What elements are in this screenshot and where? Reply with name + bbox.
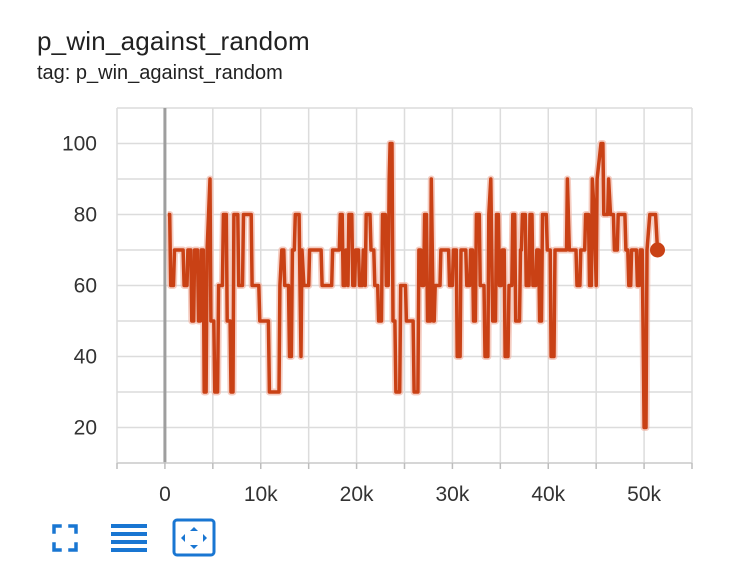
x-tick-label: 30k [435, 483, 469, 506]
chart-title: p_win_against_random [37, 26, 310, 56]
fit-domain-button[interactable] [172, 518, 216, 558]
series-line [167, 141, 660, 430]
series-group [166, 140, 665, 431]
x-tick-label: 50k [627, 483, 661, 506]
fit-domain-icon [172, 518, 216, 557]
x-tick-label: 10k [244, 483, 278, 506]
toggle-y-log-button[interactable] [106, 518, 150, 558]
x-tick-label: 20k [340, 483, 374, 506]
last-value-marker[interactable] [650, 242, 665, 258]
toggle-y-log-icon [111, 524, 147, 552]
y-tick-label: 60 [74, 275, 97, 298]
y-tick-label: 20 [74, 417, 97, 440]
line-chart[interactable]: 20 40 60 80 100 0 10k 20k 30k 40k 50k [0, 0, 746, 515]
y-tick-label: 100 [62, 133, 97, 156]
axis-ticks [116, 463, 693, 469]
axis-labels: 20 40 60 80 100 0 10k 20k 30k 40k 50k [62, 133, 662, 507]
chart-tag: tag: p_win_against_random [37, 62, 283, 84]
y-tick-label: 80 [74, 204, 97, 227]
x-tick-label: 0 [159, 483, 171, 506]
x-tick-label: 40k [531, 483, 565, 506]
fullscreen-button[interactable] [46, 518, 90, 558]
fullscreen-icon [52, 524, 78, 552]
y-tick-label: 40 [74, 346, 97, 369]
